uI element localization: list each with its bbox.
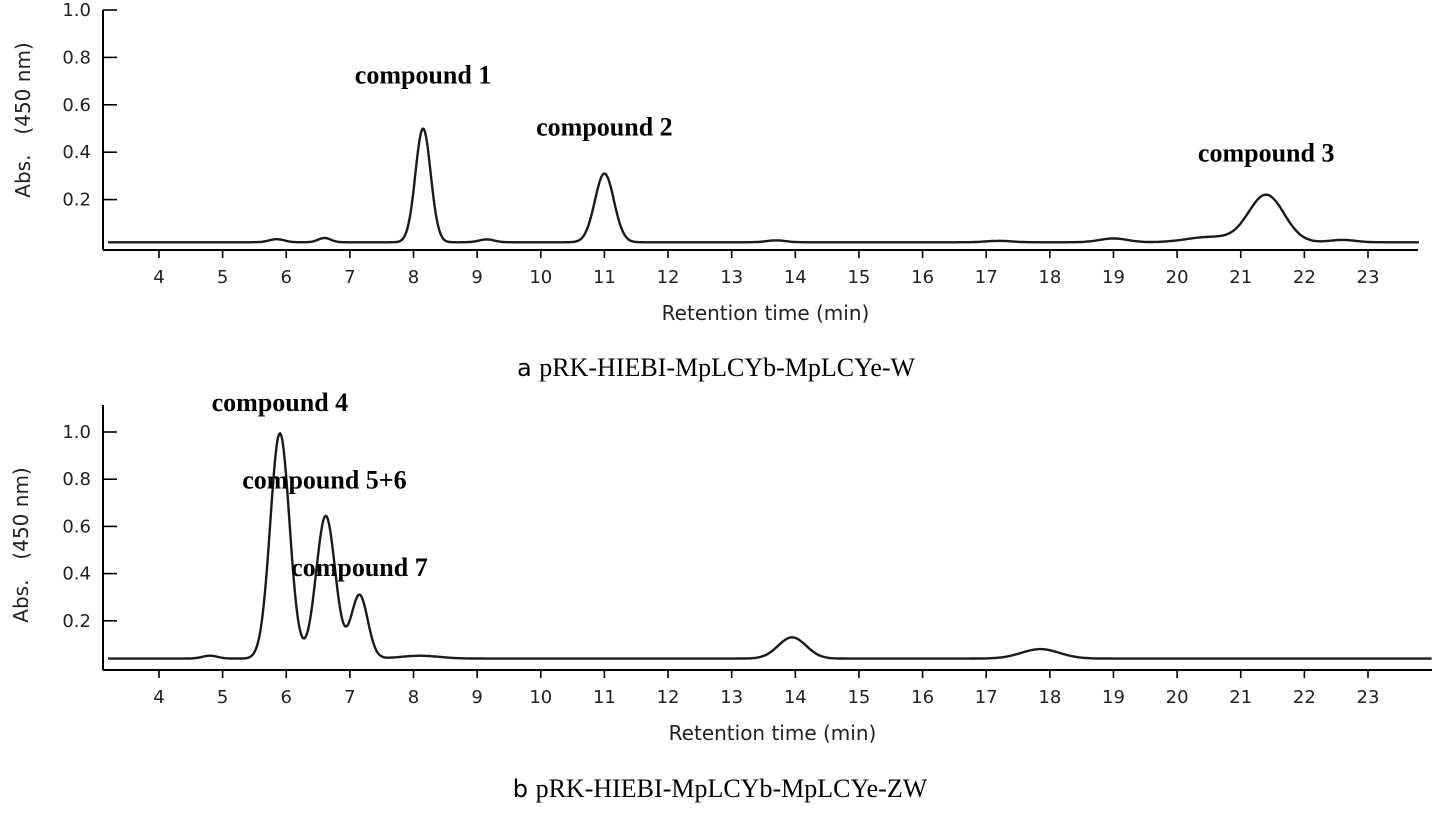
- chromatogram-panel-b: 0.2 0.4 0.6 0.8 1.0 4 5 6 7 8 9 10 11 12 13 14 15 16 17 18 1…: [9, 388, 1432, 803]
- x-tick-label: 18: [1038, 687, 1061, 708]
- x-tick-label: 14: [784, 687, 807, 708]
- x-tick-label: 7: [344, 267, 355, 288]
- panel-caption-text: pRK-HIEBI-MpLCYb-MpLCYe-ZW: [536, 774, 928, 803]
- x-tick-label: 18: [1038, 267, 1061, 288]
- x-tick-label: 15: [847, 267, 870, 288]
- chromatogram-panel-a: 0.2 0.4 0.6 0.8 1.0 4 5 6 7 8 9 10 11 12 13 14 15 16 17 18 1…: [11, 0, 1420, 382]
- x-tick-label: 21: [1229, 687, 1252, 708]
- x-tick-label: 5: [217, 267, 228, 288]
- panel-caption: b pRK-HIEBI-MpLCYb-MpLCYe-ZW: [513, 774, 928, 803]
- panel-caption-text: pRK-HIEBI-MpLCYb-MpLCYe-W: [539, 353, 915, 382]
- peak-label: compound 3: [1198, 139, 1335, 168]
- x-tick-label: 13: [720, 267, 743, 288]
- x-tick-label: 10: [529, 687, 552, 708]
- peak-label: compound 2: [536, 113, 673, 142]
- x-tick-label: 23: [1357, 687, 1380, 708]
- x-axis-title: Retention time (min): [662, 301, 870, 325]
- x-tick-label: 12: [657, 267, 680, 288]
- x-tick-label: 22: [1293, 687, 1316, 708]
- x-tick-label: 8: [408, 267, 419, 288]
- x-tick-label: 11: [593, 687, 616, 708]
- x-tick-label: 16: [911, 267, 934, 288]
- x-tick-label: 8: [408, 687, 419, 708]
- y-tick-label: 1.0: [62, 422, 91, 443]
- chromatogram-trace: [107, 432, 1432, 660]
- peak-label: compound 5+6: [242, 466, 406, 495]
- y-tick-label: 1.0: [62, 0, 91, 21]
- x-tick-label: 17: [975, 687, 998, 708]
- x-tick-label: 6: [281, 687, 292, 708]
- x-tick-label: 12: [657, 687, 680, 708]
- peak-label: compound 4: [212, 388, 349, 417]
- x-axis-title: Retention time (min): [669, 721, 877, 745]
- y-tick-label: 0.6: [62, 516, 91, 537]
- x-tick-label: 4: [153, 687, 164, 708]
- x-tick-label: 15: [847, 687, 870, 708]
- x-tick-label: 23: [1357, 267, 1380, 288]
- y-tick-label: 0.2: [62, 611, 91, 632]
- panel-caption-letter: a: [517, 354, 539, 382]
- y-tick-label: 0.2: [62, 190, 91, 211]
- y-tick-label: 0.4: [62, 564, 91, 585]
- x-tick-label: 6: [281, 267, 292, 288]
- x-tick-label: 20: [1166, 267, 1189, 288]
- y-axis-title: Abs. (450 nm): [11, 42, 35, 197]
- peak-label: compound 7: [291, 553, 428, 582]
- peak-label: compound 1: [355, 60, 492, 89]
- x-tick-label: 14: [784, 267, 807, 288]
- x-tick-label: 17: [975, 267, 998, 288]
- x-tick-label: 9: [471, 687, 482, 708]
- x-tick-label: 11: [593, 267, 616, 288]
- x-tick-label: 20: [1166, 687, 1189, 708]
- x-tick-label: 4: [153, 267, 164, 288]
- x-tick-label: 21: [1229, 267, 1252, 288]
- x-tick-label: 7: [344, 687, 355, 708]
- x-tick-label: 10: [529, 267, 552, 288]
- x-tick-label: 22: [1293, 267, 1316, 288]
- x-tick-label: 19: [1102, 687, 1125, 708]
- x-tick-label: 5: [217, 687, 228, 708]
- y-axis-title: Abs. (450 nm): [9, 467, 33, 622]
- x-tick-label: 13: [720, 687, 743, 708]
- y-tick-label: 0.8: [62, 47, 91, 68]
- y-tick-label: 0.6: [62, 95, 91, 116]
- x-tick-label: 9: [471, 267, 482, 288]
- x-tick-label: 16: [911, 687, 934, 708]
- x-tick-label: 19: [1102, 267, 1125, 288]
- panel-caption-letter: b: [513, 775, 536, 803]
- y-tick-label: 0.4: [62, 142, 91, 163]
- y-tick-label: 0.8: [62, 469, 91, 490]
- chromatogram-trace: [107, 127, 1420, 244]
- panel-caption: a pRK-HIEBI-MpLCYb-MpLCYe-W: [517, 353, 916, 382]
